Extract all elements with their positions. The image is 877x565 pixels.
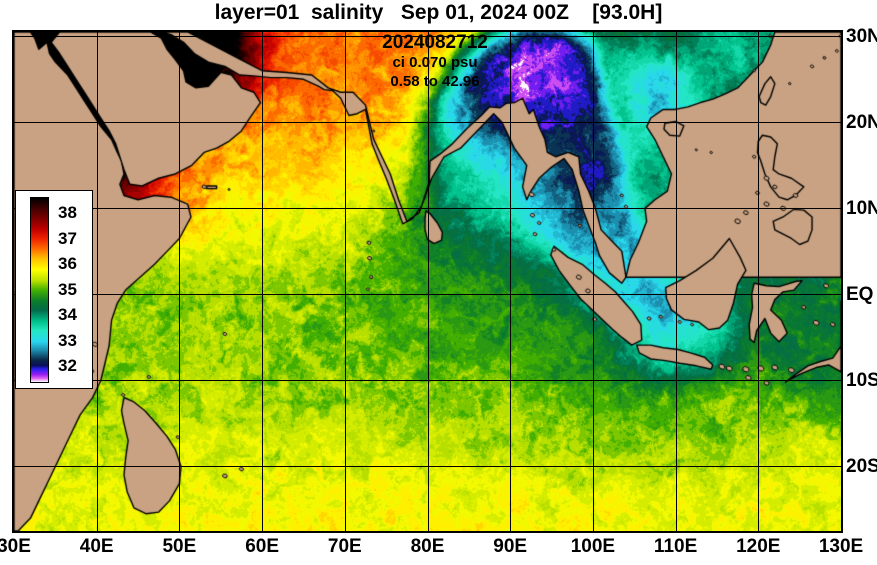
y-axis-label-10S: 10S bbox=[846, 370, 877, 392]
x-axis-label-60E: 60E bbox=[245, 536, 279, 557]
gridline-lat-20S bbox=[14, 466, 841, 467]
x-axis-label-110E: 110E bbox=[653, 536, 698, 557]
x-axis-label-70E: 70E bbox=[327, 536, 362, 557]
x-axis-label-90E: 90E bbox=[493, 536, 528, 557]
gridline-lon-110E bbox=[676, 32, 677, 531]
y-axis-label-10N: 10N bbox=[846, 198, 877, 220]
colorbar-tick-labels: 38 37 36 35 34 33 32 bbox=[54, 191, 94, 390]
gridline-lat-30N bbox=[14, 36, 841, 37]
gridline-lat-20N bbox=[14, 122, 841, 123]
map-frame bbox=[12, 30, 843, 533]
colorbar-tick-35: 35 bbox=[58, 279, 77, 299]
colorbar-tick-33: 33 bbox=[58, 330, 77, 350]
y-axis-label-30N: 30N bbox=[846, 26, 877, 48]
gridline-lat-EQ bbox=[14, 294, 841, 295]
y-axis-label-EQ: EQ bbox=[846, 284, 874, 306]
colorbar-tick-37: 37 bbox=[58, 228, 77, 248]
gridline-lon-70E bbox=[345, 32, 346, 531]
x-axis-label-40E: 40E bbox=[79, 536, 114, 557]
salinity-field-canvas bbox=[14, 32, 841, 531]
y-axis-label-20S: 20S bbox=[846, 456, 877, 478]
gridline-lat-10S bbox=[14, 380, 841, 381]
x-axis-label-80E: 80E bbox=[410, 536, 445, 557]
colorbar-legend: 38 37 36 35 34 33 32 bbox=[15, 190, 93, 389]
gridline-lon-120E bbox=[758, 32, 759, 531]
gridline-lon-50E bbox=[179, 32, 180, 531]
colorbar-tick-36: 36 bbox=[58, 254, 77, 274]
x-axis-label-100E: 100E bbox=[570, 536, 616, 557]
x-axis-label-130E: 130E bbox=[818, 536, 864, 557]
gridline-lon-40E bbox=[97, 32, 98, 531]
gridline-lon-90E bbox=[510, 32, 511, 531]
gridline-lon-80E bbox=[428, 32, 429, 531]
colorbar-tick-32: 32 bbox=[58, 356, 77, 376]
y-axis-label-20N: 20N bbox=[846, 112, 877, 134]
gridline-lon-130E bbox=[841, 32, 842, 531]
gridline-lon-100E bbox=[593, 32, 594, 531]
colorbar-tick-34: 34 bbox=[58, 305, 77, 325]
gridline-lat-10N bbox=[14, 208, 841, 209]
x-axis-label-50E: 50E bbox=[162, 536, 197, 557]
x-axis-label-30E: 30E bbox=[0, 536, 31, 557]
page-title: layer=01 salinity Sep 01, 2024 00Z [93.0… bbox=[214, 1, 663, 24]
x-axis-label-120E: 120E bbox=[736, 536, 781, 557]
gridline-lon-60E bbox=[262, 32, 263, 531]
colorbar-tick-38: 38 bbox=[58, 203, 77, 223]
colorbar-gradient bbox=[30, 197, 49, 383]
